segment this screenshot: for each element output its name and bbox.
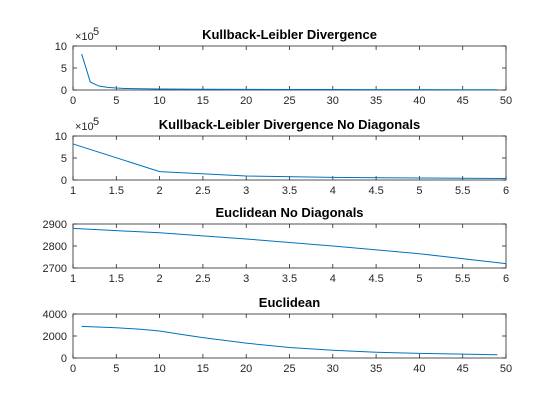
axes-box [72, 223, 507, 269]
subplot-4: 0 5 10 15 20 25 30 35 40 45 50 0 2000 4000 Euclidean [43, 295, 513, 375]
y-tick-label: 4000 [43, 309, 67, 321]
x-tick-label: 25 [283, 363, 295, 375]
x-tick-label: 5 [113, 363, 119, 375]
series-line [81, 325, 498, 356]
y-multiplier-exponent: 5 [93, 26, 99, 38]
y-tick-label: 2000 [43, 331, 67, 343]
subplot-3: 1 1.5 2 2.5 3 3.5 4 4.5 5 5.5 6 2700 2800 2900 Euclide… [43, 205, 510, 285]
x-tick-label: 50 [500, 363, 512, 375]
x-tick-label: 5.5 [455, 273, 470, 285]
x-tick-label: 15 [197, 363, 209, 375]
x-tick-label: 0 [70, 95, 76, 107]
x-tick-label: 30 [327, 363, 339, 375]
x-tick-label: 45 [457, 95, 469, 107]
x-tick-label: 2.5 [195, 273, 210, 285]
y-tick-label: 0 [61, 175, 67, 187]
x-tick-label: 40 [413, 363, 425, 375]
x-tick-label: 20 [240, 95, 252, 107]
x-tick-label: 6 [503, 273, 509, 285]
x-tick-label: 2 [157, 185, 163, 197]
x-tick-label: 5.5 [455, 185, 470, 197]
subplot-title: Euclidean [259, 295, 320, 310]
x-tick-label: 1.5 [109, 273, 124, 285]
series-line [81, 53, 498, 91]
x-tick-label: 3 [243, 273, 249, 285]
x-tick-label: 30 [327, 95, 339, 107]
axes-box [72, 135, 507, 181]
y-tick-label: 10 [55, 41, 67, 53]
x-tick-label: 10 [153, 363, 165, 375]
x-tick-label: 10 [153, 95, 165, 107]
x-tick-label: 15 [197, 95, 209, 107]
x-tick-label: 2 [157, 273, 163, 285]
y-tick-label: 10 [55, 131, 67, 143]
x-tick-label: 1 [70, 185, 76, 197]
y-tick-label: 0 [61, 85, 67, 97]
subplot-title: Kullback-Leibler Divergence [202, 27, 377, 42]
x-tick-label: 45 [457, 363, 469, 375]
x-tick-label: 4.5 [368, 273, 383, 285]
axes-box [72, 313, 507, 359]
y-tick-label: 2800 [43, 241, 67, 253]
y-tick-label: 2900 [43, 219, 67, 231]
y-multiplier-exponent: 5 [93, 116, 99, 128]
subplot-title: Euclidean No Diagonals [215, 205, 363, 220]
x-tick-label: 6 [503, 185, 509, 197]
x-tick-label: 50 [500, 95, 512, 107]
x-tick-label: 4 [330, 185, 336, 197]
subplot-title: Kullback-Leibler Divergence No Diagonals [159, 117, 421, 132]
x-tick-label: 5 [416, 185, 422, 197]
x-tick-label: 1 [70, 273, 76, 285]
y-tick-label: 5 [61, 153, 67, 165]
y-multiplier-base: ×10 [75, 31, 94, 43]
x-tick-label: 20 [240, 363, 252, 375]
x-tick-label: 35 [370, 363, 382, 375]
x-tick-label: 3.5 [282, 185, 297, 197]
x-tick-label: 3.5 [282, 273, 297, 285]
x-tick-label: 4 [330, 273, 336, 285]
y-tick-label: 5 [61, 63, 67, 75]
y-multiplier-base: ×10 [75, 121, 94, 133]
axes-box [72, 45, 507, 91]
series-line [72, 227, 507, 265]
x-tick-label: 5 [113, 95, 119, 107]
y-tick-label: 2700 [43, 263, 67, 275]
x-tick-label: 4.5 [368, 185, 383, 197]
x-tick-label: 35 [370, 95, 382, 107]
x-tick-label: 5 [416, 273, 422, 285]
x-tick-label: 40 [413, 95, 425, 107]
x-tick-label: 2.5 [195, 185, 210, 197]
series-line [72, 143, 507, 179]
x-tick-label: 3 [243, 185, 249, 197]
x-tick-label: 0 [70, 363, 76, 375]
x-tick-label: 1.5 [109, 185, 124, 197]
x-tick-label: 25 [283, 95, 295, 107]
y-tick-label: 0 [61, 353, 67, 365]
